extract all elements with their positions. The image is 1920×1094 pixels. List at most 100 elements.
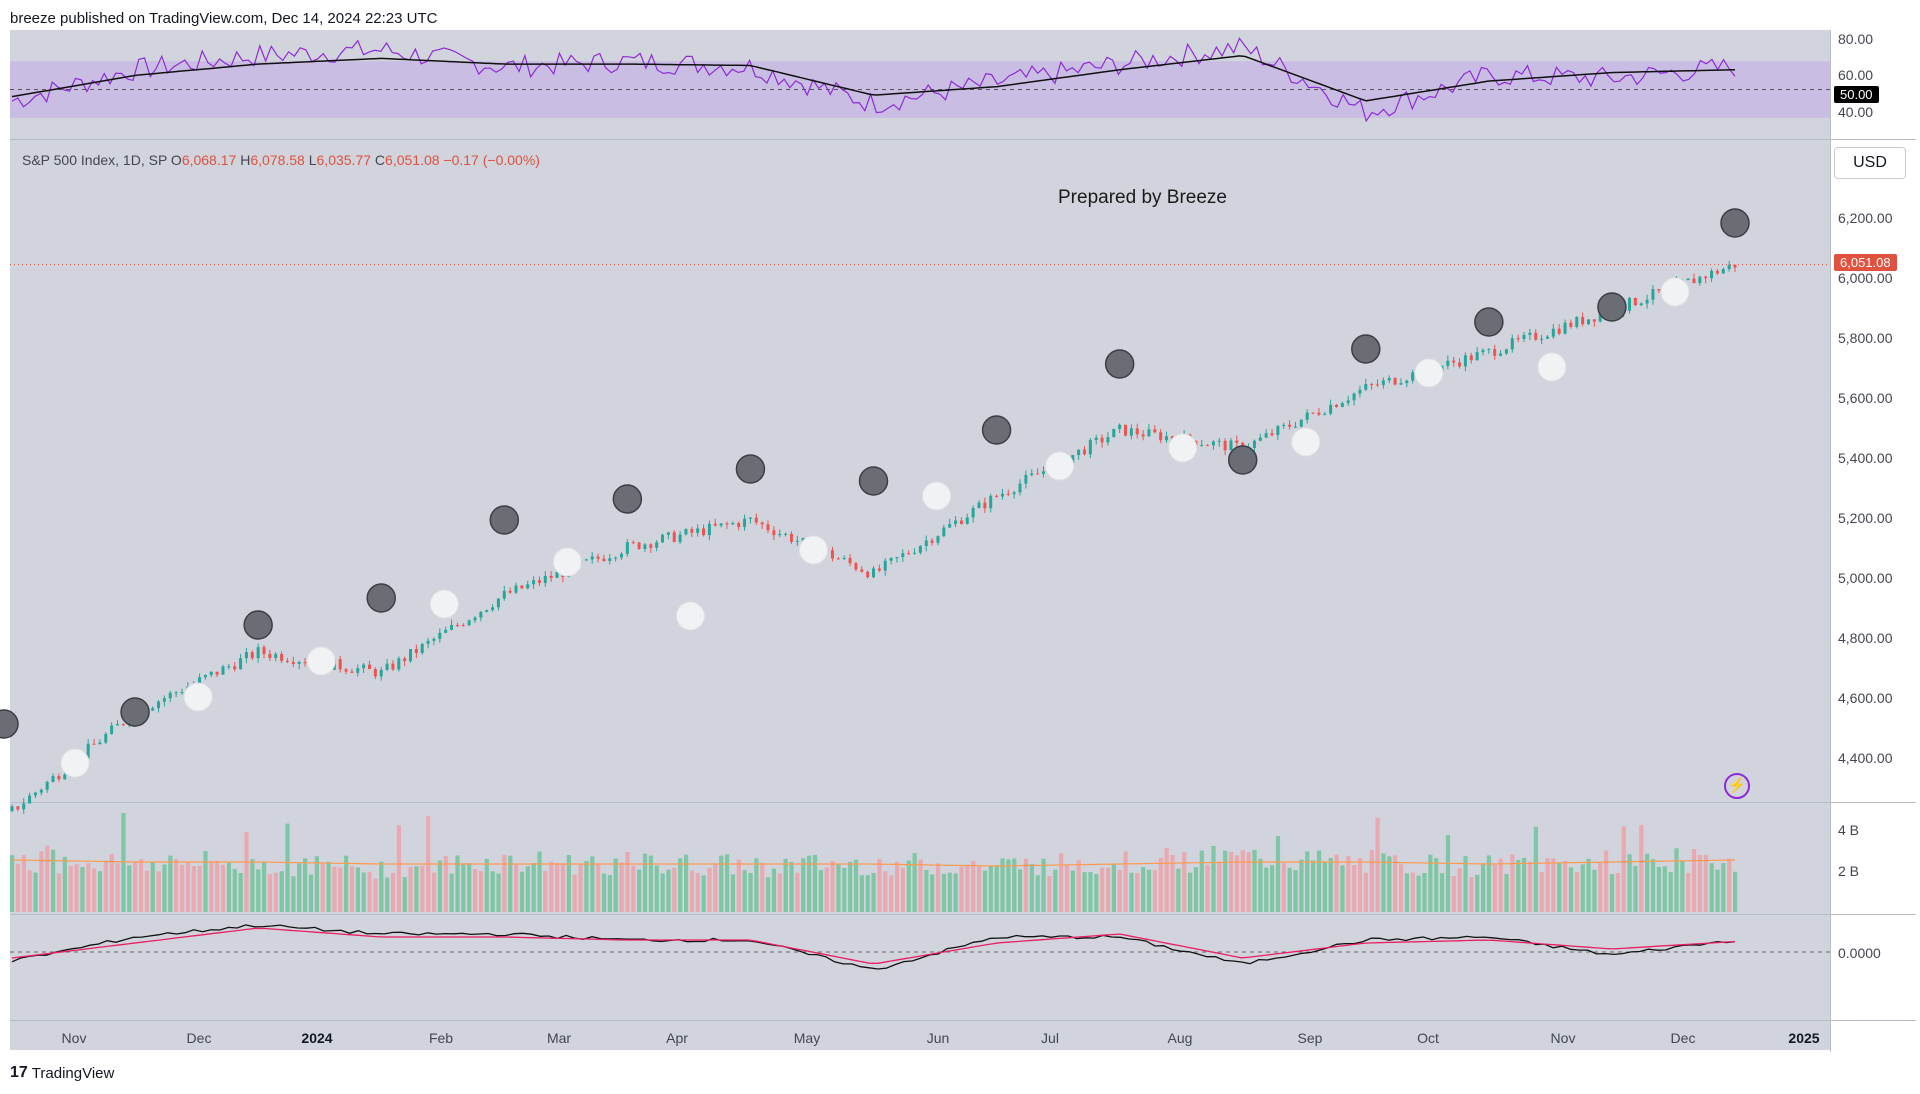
candle-body [98, 742, 102, 745]
x-label: 2024 [301, 1030, 333, 1046]
volume-bar [431, 872, 437, 912]
macd-pane-separator[interactable] [10, 914, 1916, 915]
open-value: 6,068.17 [181, 152, 237, 168]
volume-bar [1434, 858, 1439, 912]
candle-body [590, 556, 594, 560]
volume-bar [842, 868, 847, 912]
candle-body [520, 585, 524, 589]
price-tick: 4,800.00 [1838, 630, 1893, 646]
volume-bar [930, 874, 935, 912]
volume-bar [1012, 858, 1017, 912]
symbol-label[interactable]: S&P 500 Index, 1D, SP [22, 152, 168, 168]
price-axis[interactable] [1830, 30, 1916, 1050]
candle-body [1100, 437, 1104, 443]
swing-low-marker [306, 646, 336, 676]
volume-bar [631, 865, 636, 912]
volume-bar [853, 859, 859, 912]
volume-bar [965, 865, 970, 912]
candle-body [285, 660, 289, 662]
macd-tick: 0.0000 [1838, 945, 1881, 961]
volume-pane-separator[interactable] [10, 802, 1916, 803]
volume-bar [514, 864, 519, 912]
candle-body [455, 624, 459, 626]
candle-body [1165, 436, 1169, 441]
rsi-pane-separator[interactable] [10, 139, 1916, 140]
volume-bar [490, 871, 495, 912]
volume-bar [947, 872, 952, 912]
volume-bar [701, 875, 706, 912]
volume-bar [1410, 872, 1415, 912]
volume-bar [56, 873, 62, 912]
candle-body [1258, 437, 1262, 441]
volume-bar [549, 861, 554, 912]
candle-body [1628, 297, 1632, 311]
candle-body [1651, 289, 1655, 300]
candle-body [1024, 475, 1028, 484]
volume-bar [941, 873, 947, 912]
swing-low-marker [922, 481, 952, 511]
candle-body [901, 553, 905, 558]
candle-body [1393, 377, 1397, 385]
candle-body [649, 544, 653, 548]
volume-bar [1703, 854, 1708, 912]
candle-body [1012, 492, 1016, 495]
candle-body [1311, 412, 1315, 414]
footer-brand[interactable]: 17 TradingView [10, 1064, 114, 1082]
candle-body [203, 674, 207, 678]
volume-bar [1299, 859, 1304, 912]
candle-body [1370, 384, 1374, 386]
candle-body [121, 723, 125, 725]
candle-body [1463, 355, 1467, 367]
candle-body [965, 517, 969, 524]
candle-body [1598, 313, 1602, 322]
candle-body [1088, 439, 1092, 455]
lightning-icon[interactable]: ⚡ [1724, 773, 1750, 799]
swing-low-marker [799, 535, 828, 565]
candle-body [1106, 437, 1110, 443]
candle-body [1493, 349, 1497, 356]
volume-bar [1633, 865, 1638, 912]
volume-bar [1176, 868, 1181, 912]
volume-bar [935, 863, 941, 912]
volume-bar [824, 867, 829, 912]
volume-bar [572, 874, 577, 912]
volume-bar [1381, 853, 1386, 912]
candle-body [1206, 445, 1210, 447]
candle-body [262, 647, 266, 655]
volume-bar [1129, 872, 1134, 912]
volume-bar [771, 868, 777, 912]
candle-body [1481, 350, 1485, 353]
candle-body [1733, 264, 1737, 268]
swing-high-marker [858, 466, 889, 496]
volume-bar [1141, 867, 1146, 912]
candle-body [63, 774, 67, 780]
candle-body [1211, 441, 1215, 446]
candle-body [1077, 449, 1081, 456]
currency-button[interactable]: USD [1834, 147, 1906, 179]
candle-body [1364, 384, 1368, 390]
volume-bar [678, 858, 683, 912]
volume-bar [472, 869, 478, 912]
volume-bar [320, 862, 325, 912]
volume-bar [179, 864, 185, 912]
candle-body [702, 528, 706, 536]
volume-bar [859, 875, 864, 912]
swing-high-marker [1474, 307, 1504, 337]
volume-bar [10, 855, 15, 912]
volume-bar [1246, 852, 1251, 912]
volume-bar [127, 865, 132, 912]
candle-body [180, 692, 184, 694]
swing-high-marker [243, 610, 273, 640]
volume-ma-line [11, 859, 1736, 867]
candle-body [1141, 434, 1145, 437]
candle-body [930, 540, 934, 543]
candle-body [1387, 377, 1391, 381]
volume-bar [1305, 851, 1310, 912]
volume-bar [455, 855, 460, 912]
close-value: 6,051.08 [385, 152, 440, 168]
candle-body [848, 557, 852, 564]
candle-body [836, 558, 840, 560]
volume-bar [92, 868, 97, 912]
candle-body [461, 625, 465, 627]
